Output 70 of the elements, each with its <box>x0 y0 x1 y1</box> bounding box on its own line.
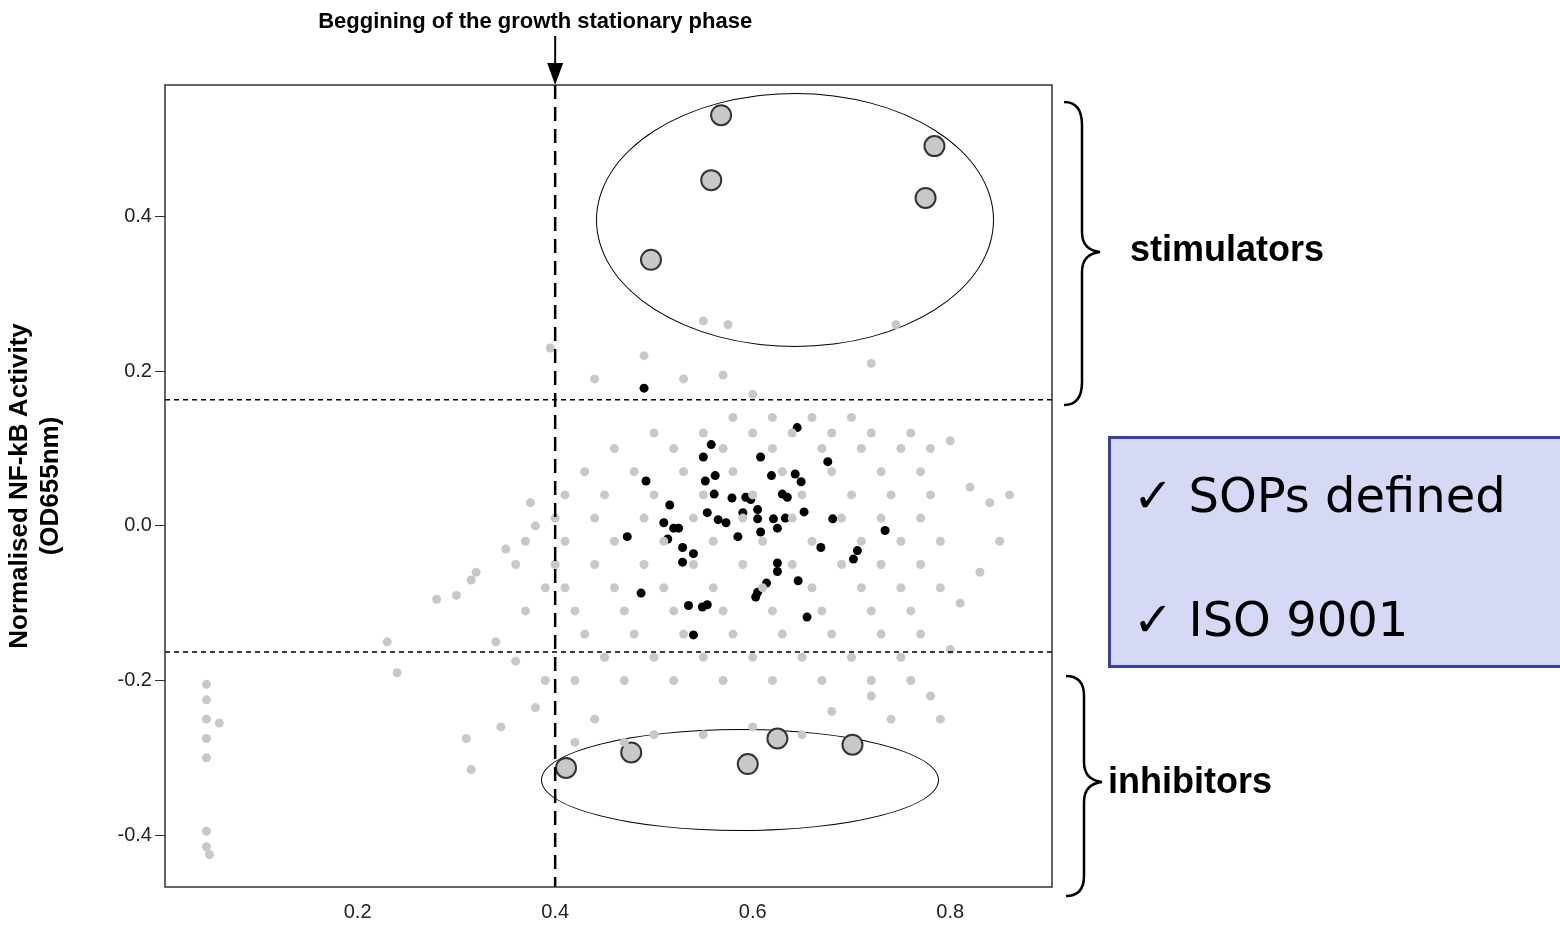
point <box>841 733 864 756</box>
point <box>793 576 803 586</box>
point <box>880 525 890 535</box>
point <box>766 727 789 750</box>
point <box>636 588 646 598</box>
point <box>665 500 675 510</box>
point <box>702 600 712 610</box>
point <box>914 186 937 209</box>
point <box>688 549 698 559</box>
point <box>753 505 763 515</box>
point <box>639 383 649 393</box>
point <box>706 440 716 450</box>
point <box>700 169 723 192</box>
ref-line-label: Beggining of the growth stationary phase <box>318 8 753 34</box>
point <box>823 457 833 467</box>
point <box>852 546 862 556</box>
point <box>772 523 782 533</box>
y-tick-label: -0.2 <box>117 668 152 691</box>
point <box>816 542 826 552</box>
point <box>702 508 712 518</box>
x-tick-label: 0.4 <box>541 899 570 922</box>
point <box>641 476 651 486</box>
point <box>639 248 662 271</box>
point <box>753 514 763 524</box>
point <box>772 558 782 568</box>
point <box>799 507 809 517</box>
point <box>802 612 812 622</box>
point <box>790 469 800 479</box>
point <box>700 476 710 486</box>
y-axis-title: Normalised NF-kB Activity (OD655nm) <box>2 322 64 649</box>
point <box>678 542 688 552</box>
point <box>792 423 802 433</box>
point <box>923 135 946 158</box>
text: ✓ ISO 9001 <box>1133 591 1409 647</box>
point <box>659 518 669 528</box>
text: ✓ SOPs defined <box>1133 467 1506 523</box>
point <box>796 477 806 487</box>
point <box>828 514 838 524</box>
text: stimulators <box>1130 228 1325 270</box>
point <box>688 630 698 640</box>
point <box>622 532 632 542</box>
text: inhibitors <box>1108 760 1272 802</box>
point <box>684 600 694 610</box>
point <box>756 452 766 462</box>
point <box>768 514 778 524</box>
point <box>620 741 643 764</box>
y-tick-label: -0.4 <box>117 822 152 845</box>
point <box>709 489 719 499</box>
point <box>555 756 578 779</box>
point <box>710 104 733 127</box>
point <box>782 492 792 502</box>
x-tick-label: 0.6 <box>738 899 767 922</box>
x-tick-label: 0.2 <box>343 899 372 922</box>
x-tick-label: 0.8 <box>936 899 965 922</box>
y-tick-label: 0.0 <box>124 513 152 536</box>
point <box>710 471 720 481</box>
point <box>766 471 776 481</box>
y-tick-label: 0.2 <box>124 358 152 381</box>
point <box>713 515 723 525</box>
point <box>756 527 766 537</box>
y-tick-label: 0.4 <box>124 203 152 226</box>
point <box>751 592 761 602</box>
point <box>727 493 737 503</box>
point <box>698 452 708 462</box>
point <box>678 557 688 567</box>
point <box>733 532 743 542</box>
point <box>848 554 858 564</box>
point <box>721 518 731 528</box>
point <box>736 753 759 776</box>
point <box>772 566 782 576</box>
